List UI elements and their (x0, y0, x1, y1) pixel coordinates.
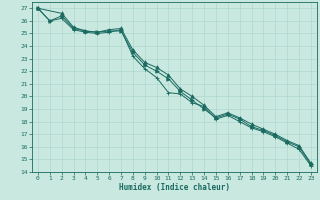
X-axis label: Humidex (Indice chaleur): Humidex (Indice chaleur) (119, 183, 230, 192)
